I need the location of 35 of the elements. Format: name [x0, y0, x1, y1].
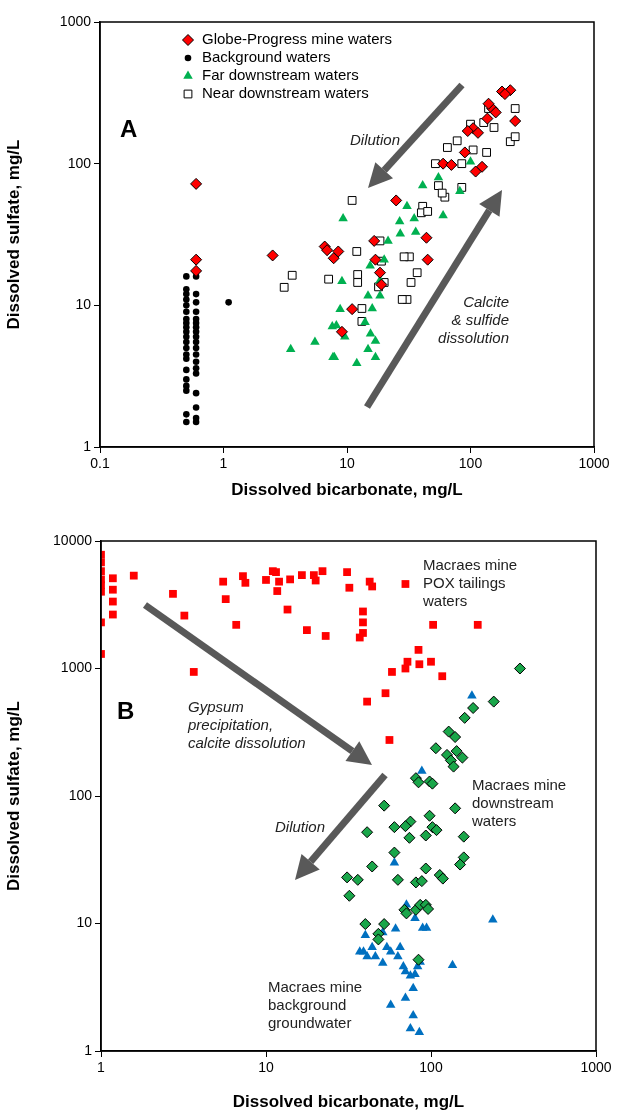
x-tick-label: 1 [97, 1059, 106, 1076]
annotation: Macraes mine POX tailings waters [422, 555, 518, 609]
annotation: A [120, 114, 138, 142]
x-axis-title: Dissolved bicarbonate, mg/L [231, 480, 463, 500]
annotation: Calcite & sulfide dissolution [438, 292, 509, 346]
x-tick-label: 1000 [578, 455, 610, 472]
annotation: Macraes mine downstream waters [471, 775, 567, 829]
y-tick-label: 10 [75, 296, 92, 313]
x-tick-label: 100 [419, 1059, 443, 1076]
y-tick-label: 100 [68, 786, 93, 803]
annotation: Gypsum precipitation, calcite dissolution [187, 697, 306, 751]
y-tick-label: 1000 [59, 12, 92, 29]
legend-label: Near downstream waters [202, 83, 369, 101]
x-tick-label: 100 [458, 455, 483, 472]
annotation: Dilution [349, 130, 401, 148]
x-axis-title: Dissolved bicarbonate, mg/L [232, 1092, 465, 1112]
x-tick-label: 10 [339, 455, 355, 472]
x-tick-label: 0.1 [90, 455, 110, 472]
x-tick-label: 1000 [580, 1059, 612, 1076]
y-tick-label: 100 [67, 154, 92, 171]
annotation: Macraes mine background groundwater [268, 977, 363, 1031]
y-tick-label: 1000 [60, 659, 93, 676]
y-axis-title: Dissolved sulfate, mg/L [3, 139, 23, 330]
y-tick-label: 1 [84, 1041, 93, 1058]
legend-label: Background waters [202, 47, 331, 65]
annotation: Dilution [274, 817, 326, 835]
y-tick-label: 1 [83, 437, 92, 454]
y-tick-label: 10000 [53, 531, 93, 548]
legend-label: Far downstream waters [202, 65, 359, 83]
x-tick-label: 1 [219, 455, 228, 472]
y-axis-title: Dissolved sulfate, mg/L [3, 701, 23, 891]
legend-label: Globe-Progress mine waters [202, 29, 393, 47]
y-tick-label: 10 [76, 914, 93, 931]
annotation: B [117, 696, 135, 724]
x-tick-label: 10 [258, 1059, 274, 1076]
